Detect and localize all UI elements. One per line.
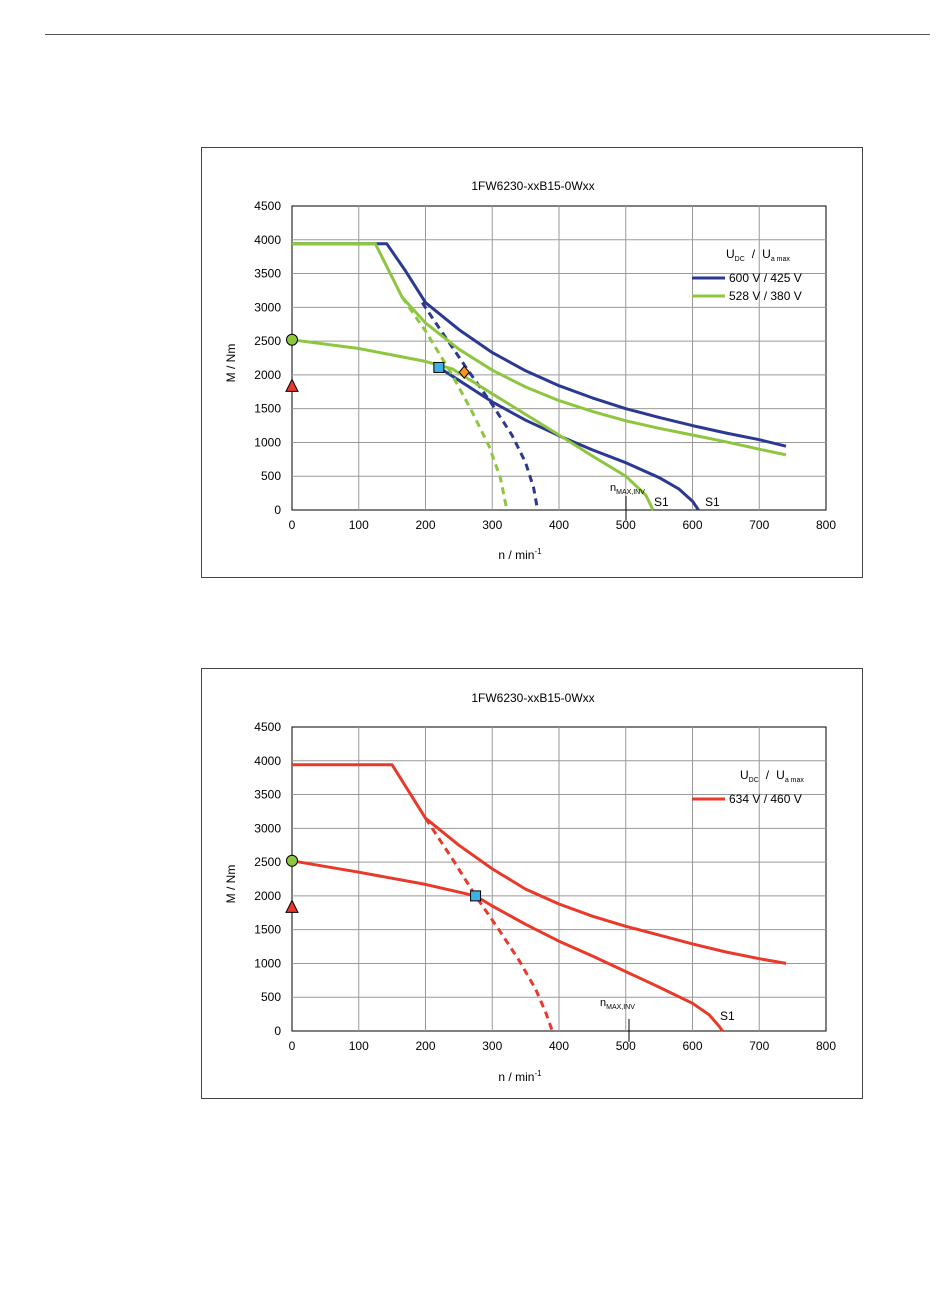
chart-title: 1FW6230-xxB15-0Wxx [471, 179, 594, 193]
x-axis-label-sup: -1 [534, 547, 542, 556]
x-tick-label: 800 [816, 1039, 836, 1053]
chart-panel-bottom: 0 100 200 300 400 500 600 700 800 0 500 1000 1500 200… [201, 668, 863, 1099]
y-tick-label: 4000 [254, 233, 281, 247]
y-tick-label: 2500 [254, 855, 281, 869]
marker-circle [286, 854, 298, 867]
marker-triangle [285, 899, 299, 913]
x-tick-label: 200 [415, 518, 435, 532]
chart-svg-top: 0 100 200 300 400 500 600 700 800 0 500 1000 1500 200… [224, 179, 836, 562]
series-curve-1-0 [292, 242, 787, 457]
y-tick-label: 500 [261, 990, 281, 1004]
x-tick-label: 400 [549, 1039, 569, 1053]
marker-circle [286, 333, 298, 346]
x-tick-label: 700 [749, 518, 769, 532]
y-axis-label: M / Nm [224, 865, 238, 904]
chart-panel-top: 0 100 200 300 400 500 600 700 800 0 500 1000 1500 200… [201, 147, 863, 578]
legend: UDC / Ua max 600 V / 425 V 528 V / 380 V [692, 247, 802, 303]
chart-title: 1FW6230-xxB15-0Wxx [471, 691, 594, 705]
legend-label-528v: 528 V / 380 V [729, 289, 802, 303]
x-tick-label: 600 [682, 1039, 702, 1053]
x-tick-label: 0 [289, 518, 296, 532]
y-tick-label: 2500 [254, 334, 281, 348]
marker-square [433, 361, 445, 373]
x-tick-label: 400 [549, 518, 569, 532]
x-tick-label: 100 [349, 518, 369, 532]
header-rule [45, 34, 930, 35]
x-tick-label: 200 [415, 1039, 435, 1053]
legend-label-634v: 634 V / 460 V [729, 792, 802, 806]
y-tick-label: 0 [274, 1024, 281, 1038]
marker-square [470, 890, 482, 902]
y-tick-label: 4500 [254, 720, 281, 734]
y-tick-label: 4500 [254, 199, 281, 213]
x-axis-label-sup: -1 [534, 1069, 542, 1078]
x-axis-label-base: n / min [498, 548, 534, 562]
s1-label-528v: S1 [654, 495, 669, 509]
series-curve-0-1 [291, 859, 724, 1032]
series-curve-1-2 [400, 296, 509, 511]
x-tick-label: 500 [616, 518, 636, 532]
x-tick-label: 500 [616, 1039, 636, 1053]
y-tick-label: 3000 [254, 821, 281, 835]
y-tick-label: 2000 [254, 889, 281, 903]
y-tick-label: 2000 [254, 368, 281, 382]
y-tick-label: 500 [261, 469, 281, 483]
chart-svg-bottom: 0 100 200 300 400 500 600 700 800 0 500 1000 1500 200… [224, 691, 836, 1084]
marker-diamond [458, 365, 470, 379]
x-tick-label: 0 [289, 1039, 296, 1053]
legend-header: UDC / Ua max [740, 768, 804, 784]
series-curve-1-1 [291, 338, 655, 511]
x-tick-label: 100 [349, 1039, 369, 1053]
nmax-annotation: nMAX,INV [600, 997, 635, 1042]
y-tick-label: 0 [274, 503, 281, 517]
x-tick-label: 300 [482, 1039, 502, 1053]
x-axis-label: n / min-1 [498, 547, 542, 562]
s1-label-600v: S1 [705, 495, 720, 509]
y-tick-label: 1000 [254, 435, 281, 449]
legend: UDC / Ua max 634 V / 460 V [692, 768, 804, 806]
nmax-annotation: nMAX,INV [610, 482, 645, 520]
y-tick-label: 3500 [254, 267, 281, 281]
legend-header: UDC / Ua max [726, 247, 790, 263]
y-tick-label: 1500 [254, 923, 281, 937]
y-tick-label: 3000 [254, 300, 281, 314]
x-axis-label-base: n / min [498, 1070, 534, 1084]
legend-label-600v: 600 V / 425 V [729, 271, 802, 285]
series-curve-0-1 [438, 366, 700, 511]
nmax-label: nMAX,INV [610, 482, 645, 496]
series-curve-0-0 [292, 242, 787, 448]
x-tick-label: 800 [816, 518, 836, 532]
nmax-label: nMAX,INV [600, 997, 635, 1011]
series-curve-0-2 [420, 301, 540, 511]
y-tick-label: 1500 [254, 402, 281, 416]
series-curve-0-0 [292, 763, 787, 965]
y-tick-label: 1000 [254, 956, 281, 970]
marker-triangle [285, 378, 299, 392]
y-axis-label: M / Nm [224, 344, 238, 383]
x-tick-label: 300 [482, 518, 502, 532]
x-axis-label: n / min-1 [498, 1069, 542, 1084]
s1-label-634v: S1 [720, 1009, 735, 1023]
y-tick-label: 4000 [254, 754, 281, 768]
y-tick-label: 3500 [254, 788, 281, 802]
x-tick-label: 700 [749, 1039, 769, 1053]
x-tick-label: 600 [682, 518, 702, 532]
